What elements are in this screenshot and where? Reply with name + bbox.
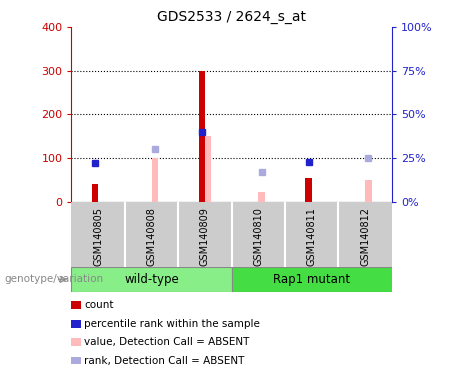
Text: GSM140808: GSM140808 xyxy=(147,207,157,266)
Text: GSM140810: GSM140810 xyxy=(254,207,263,266)
Bar xyxy=(152,158,158,202)
Text: count: count xyxy=(84,300,114,310)
Text: GSM140805: GSM140805 xyxy=(93,207,103,266)
Bar xyxy=(71,267,231,292)
Bar xyxy=(199,71,205,202)
Text: GSM140809: GSM140809 xyxy=(200,207,210,266)
Bar xyxy=(231,267,392,292)
Text: genotype/variation: genotype/variation xyxy=(5,274,104,285)
Title: GDS2533 / 2624_s_at: GDS2533 / 2624_s_at xyxy=(157,10,306,25)
Bar xyxy=(258,192,265,202)
Text: rank, Detection Call = ABSENT: rank, Detection Call = ABSENT xyxy=(84,356,245,366)
Text: wild-type: wild-type xyxy=(124,273,179,286)
Bar xyxy=(305,177,312,202)
Text: GSM140812: GSM140812 xyxy=(360,207,370,266)
Text: percentile rank within the sample: percentile rank within the sample xyxy=(84,319,260,329)
Text: GSM140811: GSM140811 xyxy=(307,207,317,266)
Text: Rap1 mutant: Rap1 mutant xyxy=(273,273,350,286)
Bar xyxy=(92,184,98,202)
Text: value, Detection Call = ABSENT: value, Detection Call = ABSENT xyxy=(84,337,250,347)
Bar xyxy=(365,180,372,202)
Bar xyxy=(205,136,211,202)
